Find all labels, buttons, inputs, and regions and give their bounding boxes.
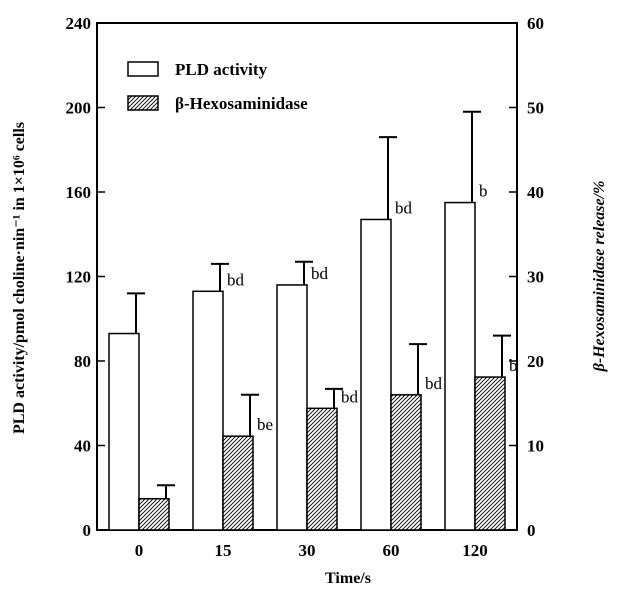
bar — [108, 332, 140, 531]
y-tick-label-left: 160 — [66, 183, 92, 202]
x-tick-label: 0 — [135, 541, 144, 560]
significance-label: bd — [341, 387, 359, 406]
significance-label: be — [257, 415, 273, 434]
y-tick-label-right: 30 — [527, 268, 544, 287]
y-tick-label-right: 50 — [527, 99, 544, 118]
legend-label: β-Hexosaminidase — [175, 94, 308, 113]
legend-swatch — [127, 95, 159, 111]
y-tick-label-right: 60 — [527, 14, 544, 33]
plot-area: 0 40 80 120 160 200 240 0 10 20 30 40 50 60 0 15 bd be 30 b… — [66, 14, 545, 560]
bar — [222, 435, 254, 531]
y-tick-label-right: 10 — [527, 437, 544, 456]
bar — [444, 201, 476, 531]
y-tick-label-right: 40 — [527, 183, 544, 202]
y-tick-label-right: 20 — [527, 352, 544, 371]
legend-label: PLD activity — [175, 60, 268, 79]
y-tick-label-left: 120 — [66, 268, 92, 287]
y-axis-title-left: PLD activity/pmol choline·nin⁻¹ in 1×10⁶… — [11, 122, 28, 434]
significance-label: bd — [395, 198, 413, 217]
significance-label: b — [509, 356, 518, 375]
bar — [276, 284, 308, 531]
bar — [306, 407, 338, 531]
bar — [192, 290, 224, 531]
x-tick-label: 15 — [215, 541, 232, 560]
significance-label: bd — [227, 270, 245, 289]
x-tick-label: 30 — [299, 541, 316, 560]
legend-swatch — [127, 61, 159, 77]
x-tick-label: 60 — [383, 541, 400, 560]
significance-label: bd — [311, 264, 329, 283]
y-tick-label-left: 40 — [74, 437, 91, 456]
bar — [138, 497, 170, 531]
y-axis-title-right: β-Hexosaminidase release/% — [591, 181, 608, 373]
y-tick-label-left: 240 — [66, 14, 92, 33]
significance-label: b — [479, 182, 488, 201]
bar — [360, 218, 392, 531]
bar — [474, 376, 506, 531]
y-tick-label-left: 0 — [83, 521, 92, 540]
y-tick-label-left: 80 — [74, 352, 91, 371]
x-tick-label: 120 — [462, 541, 488, 560]
x-axis-title: Time/s — [325, 570, 371, 587]
y-tick-label-right: 0 — [527, 521, 536, 540]
y-tick-label-left: 200 — [66, 99, 92, 118]
legend: PLD activity β-Hexosaminidase — [127, 60, 308, 113]
significance-label: bd — [425, 374, 443, 393]
bar — [390, 394, 422, 531]
